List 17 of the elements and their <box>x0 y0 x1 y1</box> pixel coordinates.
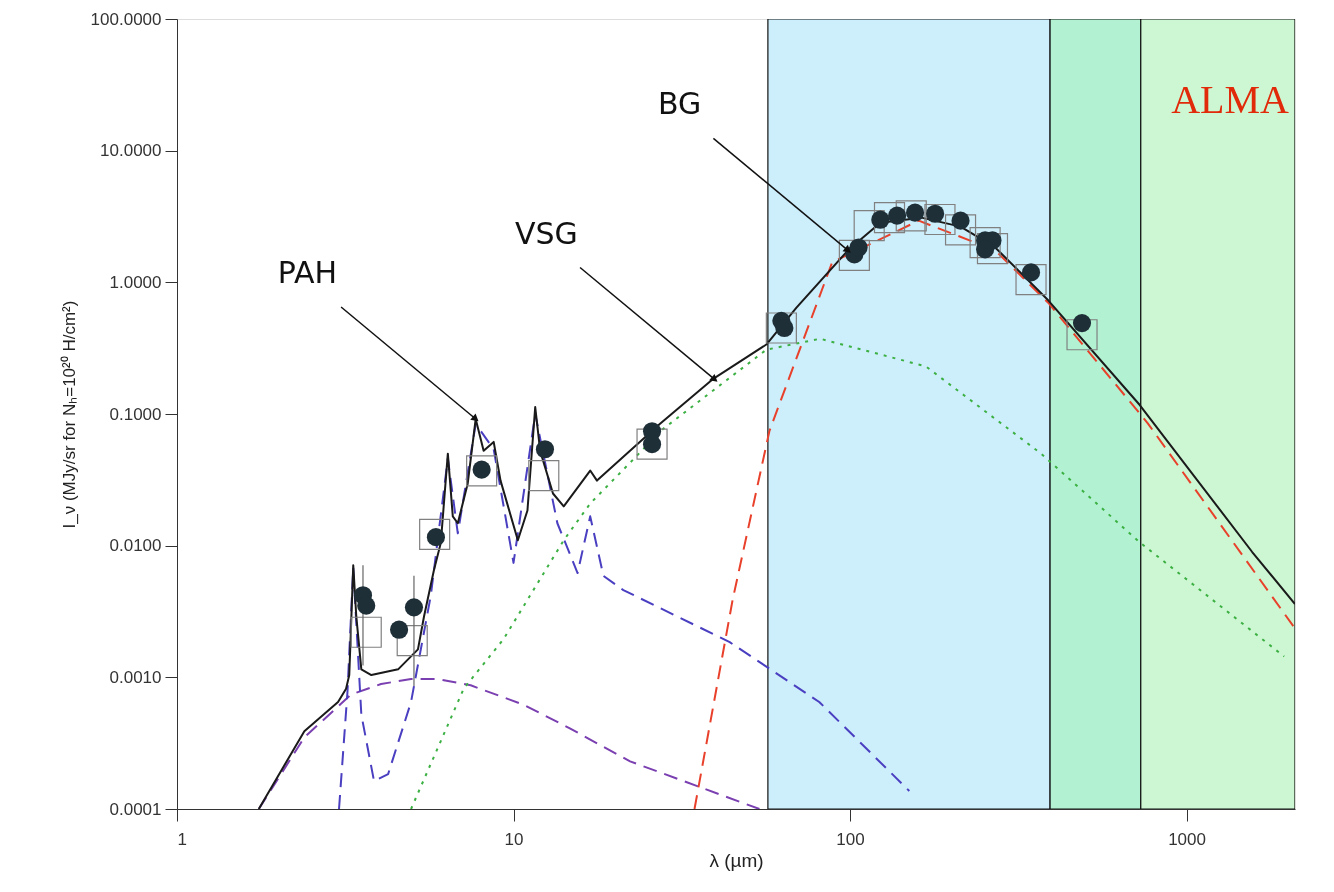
x-tick-label: 1000 <box>1168 829 1206 849</box>
y-axis-title: I_ν (MJy/sr for Nₕ=10²⁰ H/cm²) <box>59 300 79 529</box>
x-axis-title: λ (µm) <box>709 849 764 871</box>
y-tick-label: 0.0010 <box>109 667 162 687</box>
x-tick-label: 1 <box>177 829 187 849</box>
y-tick-label: 1.0000 <box>109 272 162 292</box>
band-label: ALMA <box>1171 77 1290 122</box>
y-tick-label: 0.0100 <box>109 536 162 556</box>
y-tick-label: 0.1000 <box>109 404 162 424</box>
annotation: PAH <box>277 255 338 291</box>
x-tick-label: 10 <box>504 829 524 849</box>
annotation: VSG <box>514 215 578 251</box>
x-tick-label: 100 <box>836 829 865 849</box>
y-tick-label: 100.0000 <box>90 9 162 29</box>
y-tick-label: 10.0000 <box>100 141 162 161</box>
annotation: BG <box>658 86 702 122</box>
y-tick-label: 0.0001 <box>109 799 162 819</box>
